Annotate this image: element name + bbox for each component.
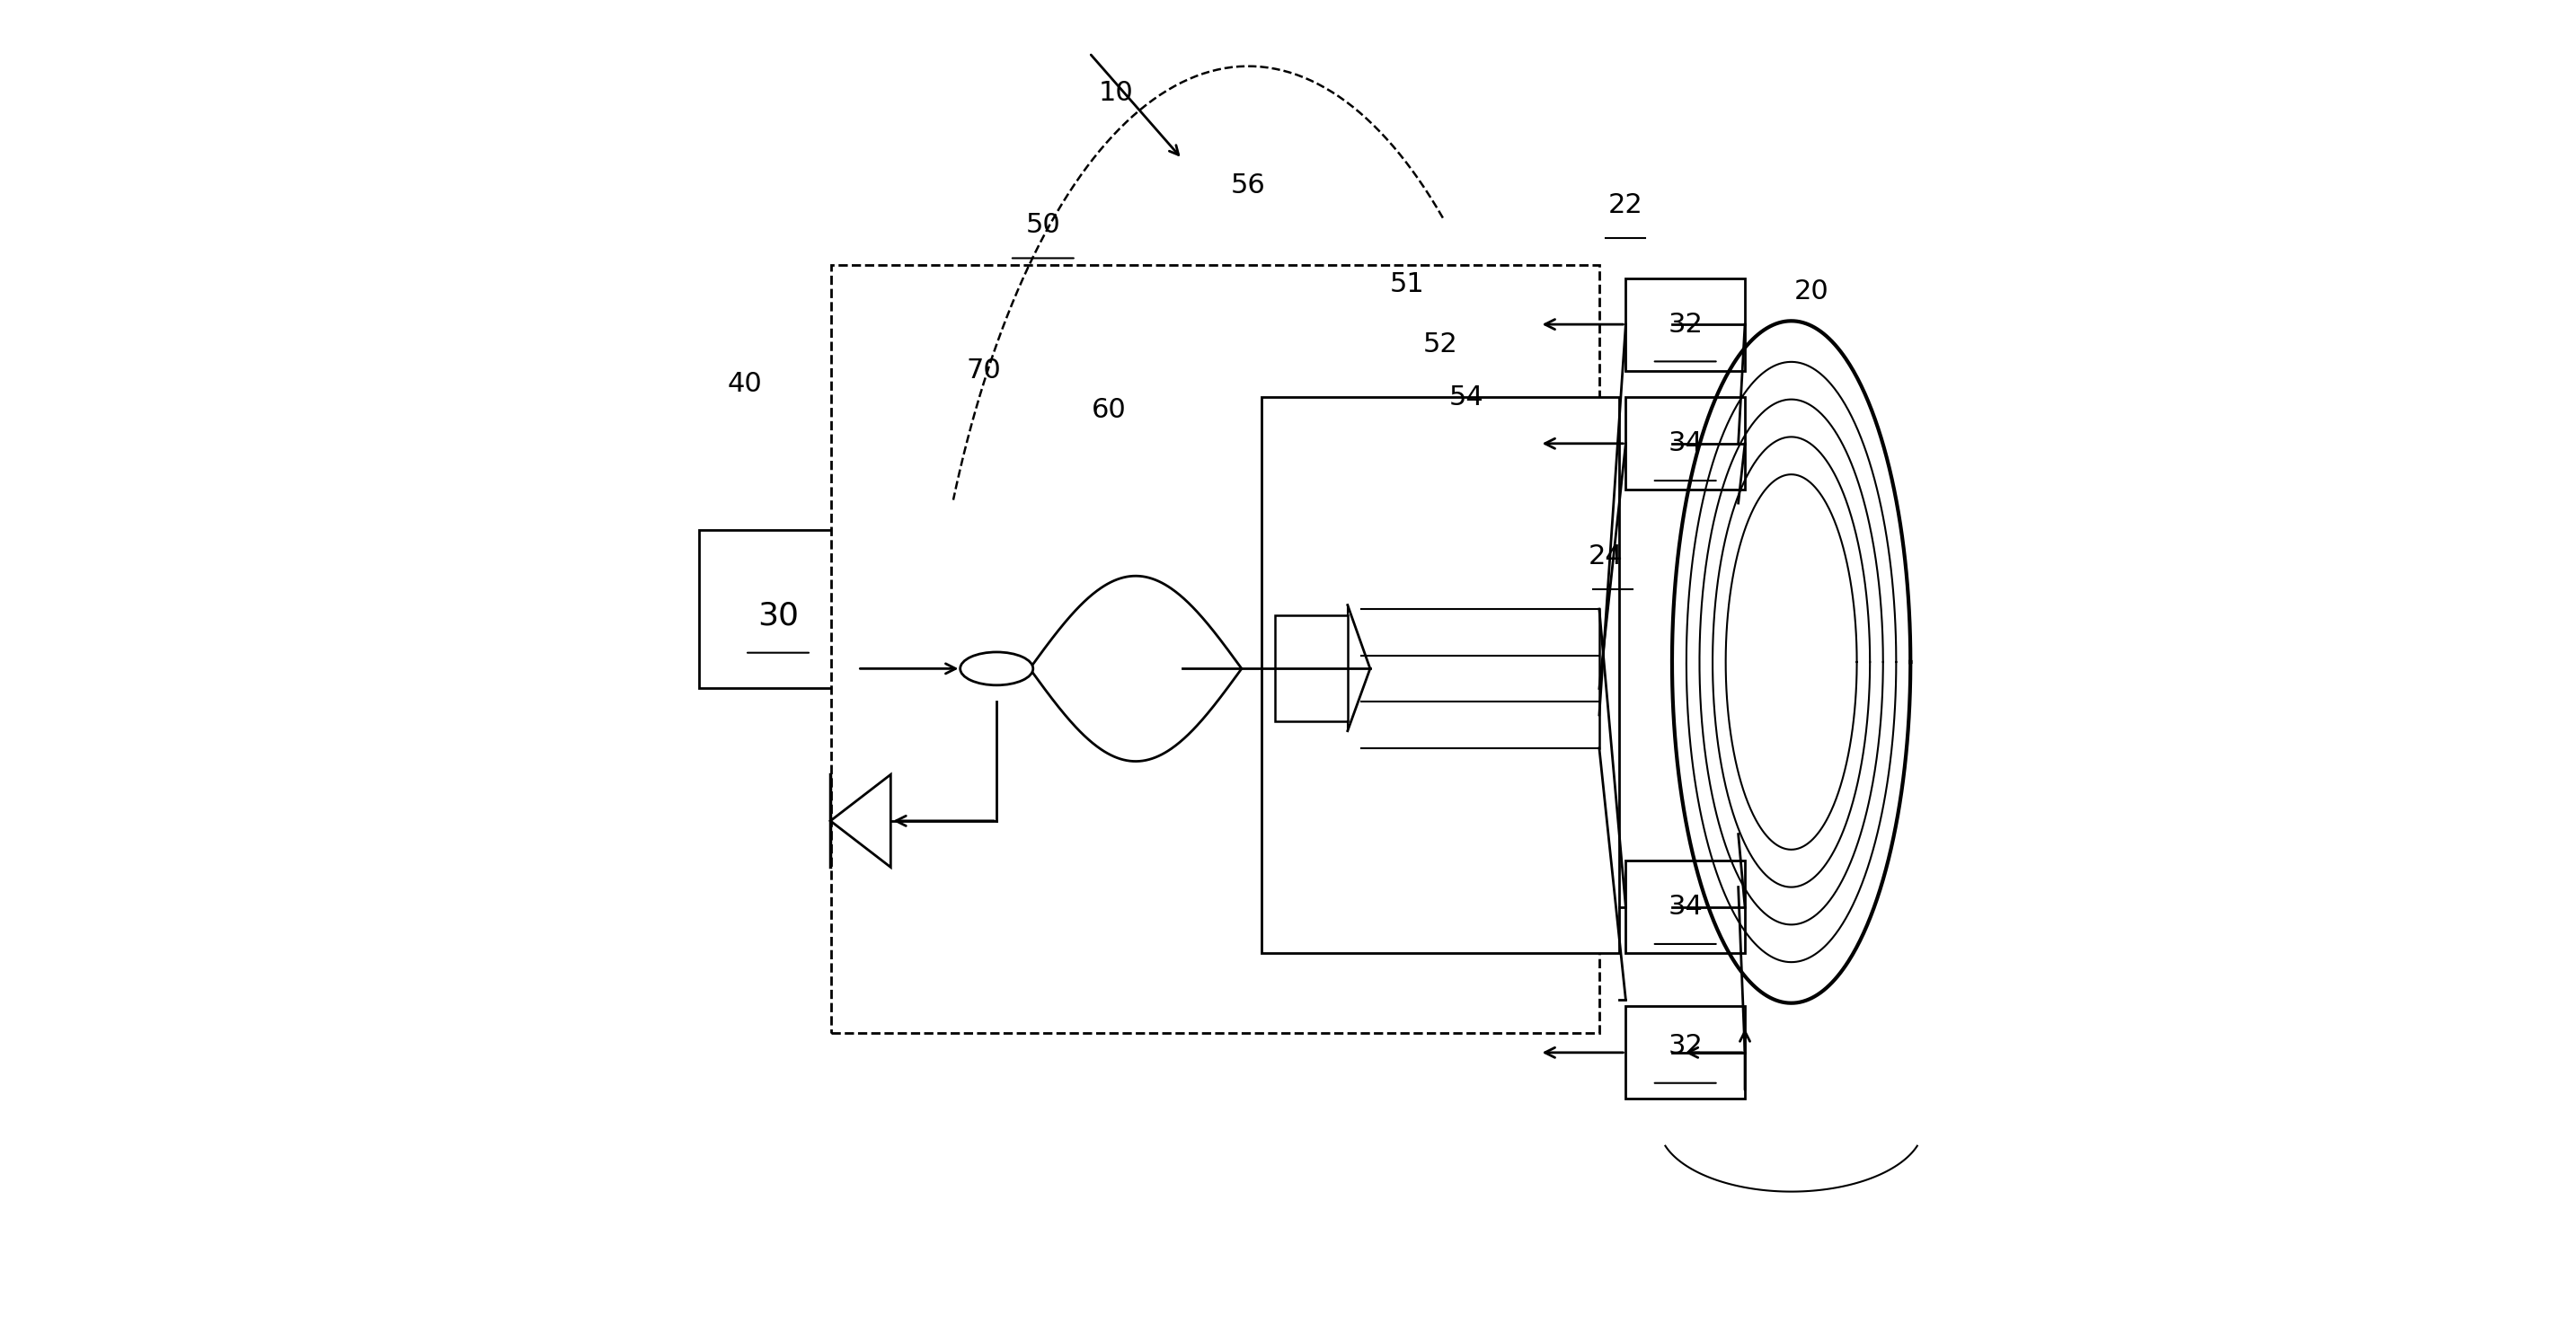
Text: 32: 32 [1667, 311, 1703, 338]
FancyBboxPatch shape [1625, 278, 1744, 371]
FancyBboxPatch shape [1275, 616, 1347, 722]
Text: 50: 50 [1025, 212, 1061, 238]
Text: 70: 70 [966, 357, 1002, 384]
Text: 34: 34 [1667, 430, 1703, 457]
Text: 40: 40 [726, 371, 762, 397]
Text: 24: 24 [1589, 543, 1623, 569]
Polygon shape [829, 775, 891, 867]
Text: 30: 30 [757, 600, 799, 632]
Text: 22: 22 [1607, 192, 1643, 218]
FancyBboxPatch shape [698, 530, 858, 688]
Text: 52: 52 [1422, 331, 1458, 357]
Ellipse shape [961, 653, 1033, 686]
Text: 34: 34 [1667, 894, 1703, 920]
FancyBboxPatch shape [832, 265, 1600, 1033]
Text: 32: 32 [1667, 1033, 1703, 1059]
FancyBboxPatch shape [1625, 1006, 1744, 1099]
FancyBboxPatch shape [1262, 397, 1620, 953]
Text: 51: 51 [1391, 271, 1425, 298]
FancyBboxPatch shape [1625, 861, 1744, 953]
Text: 20: 20 [1793, 278, 1829, 305]
Text: 56: 56 [1231, 172, 1265, 199]
Text: 60: 60 [1092, 397, 1126, 424]
Text: 54: 54 [1450, 384, 1484, 410]
Text: 10: 10 [1097, 79, 1133, 106]
FancyBboxPatch shape [1625, 397, 1744, 490]
